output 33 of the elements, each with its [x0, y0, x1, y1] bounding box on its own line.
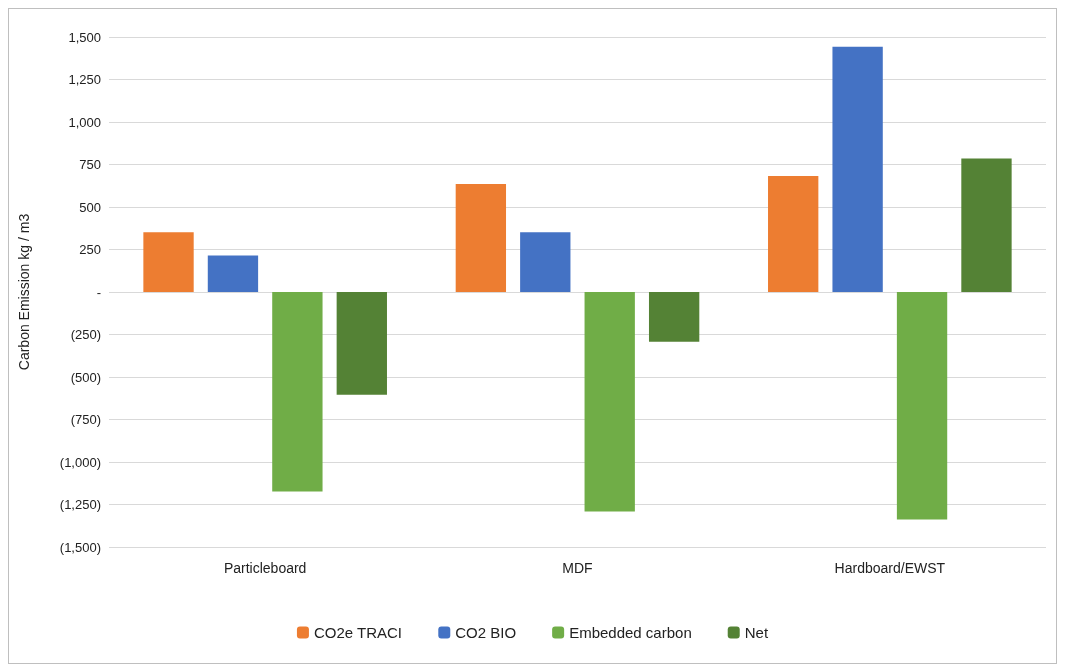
- y-tick-label: (750): [70, 412, 101, 427]
- legend-label: Net: [744, 624, 769, 641]
- bar: [832, 46, 883, 292]
- legend-label: CO2e TRACI: [313, 624, 403, 641]
- bar: [648, 292, 700, 342]
- y-tick-label: (1,500): [59, 539, 101, 555]
- bar: [896, 292, 948, 520]
- y-tick-label: (1,250): [59, 497, 101, 512]
- bar: [455, 184, 507, 292]
- bar: [584, 292, 635, 512]
- y-tick-label: 750: [79, 157, 101, 172]
- y-tick-label: 1,000: [68, 114, 101, 130]
- y-tick-label: (500): [70, 369, 101, 385]
- bar: [961, 158, 1012, 292]
- y-tick-label: 1,500: [68, 29, 101, 45]
- bar: [207, 255, 259, 292]
- y-tick-label: 1,250: [68, 72, 101, 87]
- bar: [272, 292, 323, 492]
- y-tick-label: 250: [79, 242, 101, 257]
- x-tick-label: Hardboard/EWST: [834, 560, 946, 576]
- bar: [143, 232, 194, 292]
- y-tick-label: (1,000): [59, 454, 101, 470]
- y-tick-label: 500: [79, 199, 101, 215]
- x-tick-label: Particleboard: [223, 560, 307, 576]
- bar: [520, 232, 571, 292]
- y-tick-label: (250): [70, 327, 101, 342]
- y-tick-label: -: [96, 284, 101, 300]
- x-tick-label: MDF: [562, 560, 593, 576]
- legend-label: Embedded carbon: [569, 624, 692, 641]
- bar: [336, 292, 387, 395]
- legend-label: CO2 BIO: [455, 624, 517, 641]
- y-axis-title: Carbon Emission kg / m3: [16, 213, 32, 371]
- bar: [768, 176, 819, 292]
